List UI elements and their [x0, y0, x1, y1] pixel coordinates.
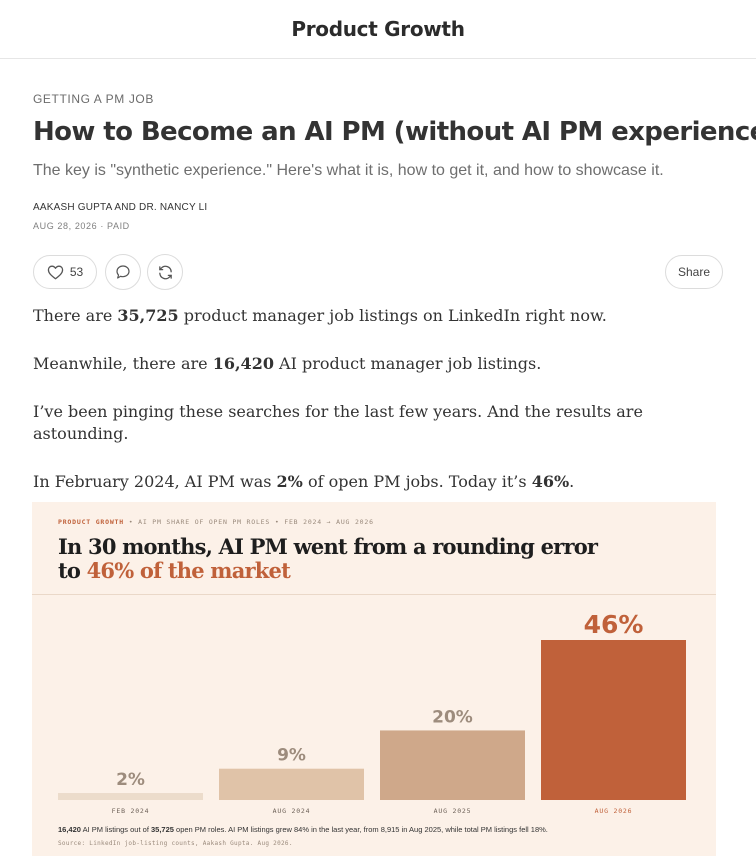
post-subtitle: The key is "synthetic experience." Here'…	[33, 162, 664, 179]
top-bar: Product Growth	[0, 0, 756, 59]
post-meta: AUG 28, 2026 · PAID	[33, 221, 130, 231]
chart-footnote: 16,420 AI PM listings out of 35,725 open…	[58, 825, 548, 834]
bar-feb-2024	[58, 793, 203, 800]
post-actions: 53 Share	[33, 254, 723, 290]
bar-aug-2024	[219, 768, 364, 800]
post-authors[interactable]: AAKASH GUPTA AND DR. NANCY LI	[33, 202, 208, 213]
restack-icon	[158, 265, 172, 279]
chart-divider	[32, 594, 716, 595]
restack-button[interactable]	[147, 254, 183, 290]
body-paragraph: I’ve been pinging these searches for the…	[33, 402, 643, 443]
chart-kicker: PRODUCT GROWTH • AI PM SHARE OF OPEN PM …	[58, 518, 374, 526]
comment-button[interactable]	[105, 254, 141, 290]
category-label: FEB 2024	[112, 807, 150, 815]
body-paragraph: There are 35,725 product manager job lis…	[33, 306, 607, 325]
bar-aug-2025	[380, 730, 525, 800]
body-paragraph: In February 2024, AI PM was 2% of open P…	[33, 472, 575, 491]
post: GETTING A PM JOB How to Become an AI PM …	[0, 92, 756, 493]
post-section-label[interactable]: GETTING A PM JOB	[33, 92, 154, 106]
bar-chart: 2% FEB 2024 9% AUG 2024 20% AUG 2025 46% AUG 20…	[58, 610, 686, 815]
bar-value-label: 46%	[584, 610, 644, 639]
chart-image[interactable]: PRODUCT GROWTH • AI PM SHARE OF OPEN PM …	[32, 502, 716, 856]
heart-icon	[47, 265, 64, 280]
category-label: AUG 2025	[434, 807, 472, 815]
like-count: 53	[69, 265, 84, 279]
comment-icon	[116, 265, 130, 279]
post-body: There are 35,725 product manager job lis…	[33, 305, 723, 493]
share-button[interactable]: Share	[665, 255, 723, 289]
chart-title: In 30 months, AI PM went from a rounding…	[58, 534, 598, 583]
category-label: AUG 2024	[273, 807, 311, 815]
bar-aug-2026	[541, 640, 686, 800]
chart-source: Source: LinkedIn job-listing counts, Aak…	[58, 840, 293, 847]
bar-value-label: 9%	[277, 746, 306, 766]
bar-value-label: 20%	[432, 707, 473, 727]
bar-value-label: 2%	[116, 770, 145, 790]
body-paragraph: Meanwhile, there are 16,420 AI product m…	[33, 354, 542, 373]
publication-name[interactable]: Product Growth	[291, 17, 465, 41]
post-title: How to Become an AI PM (without AI PM ex…	[33, 117, 756, 147]
category-label: AUG 2026	[595, 807, 633, 815]
like-button[interactable]: 53	[33, 255, 97, 289]
